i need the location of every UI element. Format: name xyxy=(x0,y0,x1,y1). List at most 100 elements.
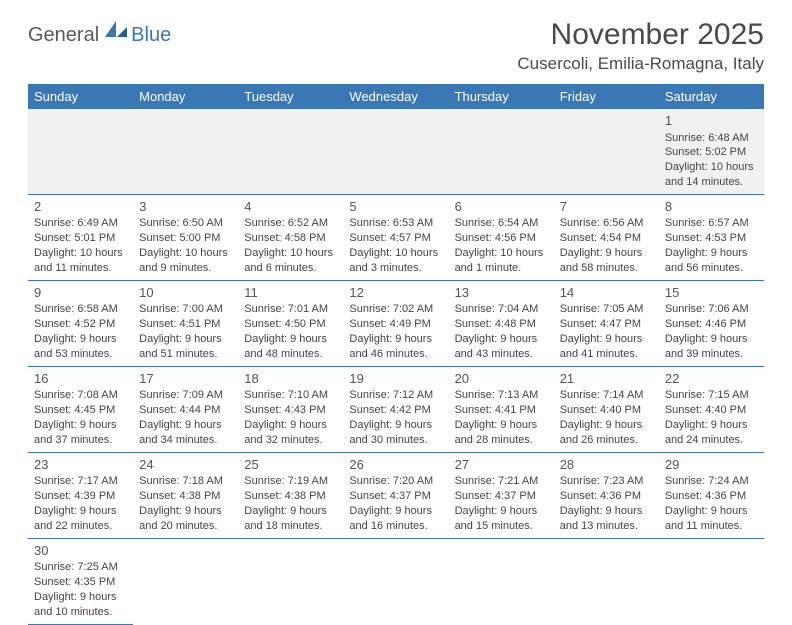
day-number: 24 xyxy=(139,456,232,474)
calendar-cell-empty xyxy=(449,109,554,194)
calendar-cell: 25Sunrise: 7:19 AMSunset: 4:38 PMDayligh… xyxy=(238,452,343,538)
day-number: 16 xyxy=(34,370,127,388)
calendar-cell: 9Sunrise: 6:58 AMSunset: 4:52 PMDaylight… xyxy=(28,280,133,366)
calendar-cell: 20Sunrise: 7:13 AMSunset: 4:41 PMDayligh… xyxy=(449,366,554,452)
day-number: 7 xyxy=(560,198,653,216)
sunset-text: Sunset: 4:45 PM xyxy=(34,403,127,418)
day-number: 9 xyxy=(34,284,127,302)
calendar-cell: 28Sunrise: 7:23 AMSunset: 4:36 PMDayligh… xyxy=(554,452,659,538)
daylight-text: Daylight: 9 hours and 26 minutes. xyxy=(560,418,653,448)
calendar-cell: 18Sunrise: 7:10 AMSunset: 4:43 PMDayligh… xyxy=(238,366,343,452)
daylight-text: Daylight: 9 hours and 13 minutes. xyxy=(560,504,653,534)
sunrise-text: Sunrise: 7:12 AM xyxy=(349,388,442,403)
day-number: 20 xyxy=(455,370,548,388)
logo-text-general: General xyxy=(28,24,99,47)
daylight-text: Daylight: 10 hours and 6 minutes. xyxy=(244,246,337,276)
sunset-text: Sunset: 4:47 PM xyxy=(560,317,653,332)
logo-sail-icon xyxy=(103,19,129,44)
day-number: 2 xyxy=(34,198,127,216)
sunrise-text: Sunrise: 7:21 AM xyxy=(455,474,548,489)
calendar-cell: 5Sunrise: 6:53 AMSunset: 4:57 PMDaylight… xyxy=(343,194,448,280)
calendar-cell: 12Sunrise: 7:02 AMSunset: 4:49 PMDayligh… xyxy=(343,280,448,366)
sunset-text: Sunset: 4:37 PM xyxy=(455,489,548,504)
day-number: 3 xyxy=(139,198,232,216)
sunrise-text: Sunrise: 6:48 AM xyxy=(665,131,758,146)
day-number: 14 xyxy=(560,284,653,302)
calendar-cell-empty xyxy=(343,538,448,624)
sunrise-text: Sunrise: 7:05 AM xyxy=(560,302,653,317)
daylight-text: Daylight: 10 hours and 3 minutes. xyxy=(349,246,442,276)
day-number: 6 xyxy=(455,198,548,216)
daylight-text: Daylight: 9 hours and 24 minutes. xyxy=(665,418,758,448)
calendar-body: 1Sunrise: 6:48 AMSunset: 5:02 PMDaylight… xyxy=(28,109,764,624)
sunset-text: Sunset: 4:49 PM xyxy=(349,317,442,332)
daylight-text: Daylight: 10 hours and 1 minute. xyxy=(455,246,548,276)
daylight-text: Daylight: 9 hours and 43 minutes. xyxy=(455,332,548,362)
day-header: Thursday xyxy=(449,84,554,109)
sunrise-text: Sunrise: 7:09 AM xyxy=(139,388,232,403)
calendar-cell-empty xyxy=(554,109,659,194)
day-number: 27 xyxy=(455,456,548,474)
day-number: 28 xyxy=(560,456,653,474)
calendar-cell: 27Sunrise: 7:21 AMSunset: 4:37 PMDayligh… xyxy=(449,452,554,538)
sunset-text: Sunset: 4:46 PM xyxy=(665,317,758,332)
calendar-cell-empty xyxy=(659,538,764,624)
sunset-text: Sunset: 4:35 PM xyxy=(34,575,127,590)
daylight-text: Daylight: 9 hours and 18 minutes. xyxy=(244,504,337,534)
calendar-cell: 14Sunrise: 7:05 AMSunset: 4:47 PMDayligh… xyxy=(554,280,659,366)
sunset-text: Sunset: 4:48 PM xyxy=(455,317,548,332)
daylight-text: Daylight: 9 hours and 51 minutes. xyxy=(139,332,232,362)
calendar-week: 23Sunrise: 7:17 AMSunset: 4:39 PMDayligh… xyxy=(28,452,764,538)
calendar-cell: 4Sunrise: 6:52 AMSunset: 4:58 PMDaylight… xyxy=(238,194,343,280)
calendar-cell-empty xyxy=(343,109,448,194)
sunrise-text: Sunrise: 7:20 AM xyxy=(349,474,442,489)
day-number: 10 xyxy=(139,284,232,302)
daylight-text: Daylight: 9 hours and 11 minutes. xyxy=(665,504,758,534)
day-number: 4 xyxy=(244,198,337,216)
calendar-cell: 6Sunrise: 6:54 AMSunset: 4:56 PMDaylight… xyxy=(449,194,554,280)
calendar-week: 16Sunrise: 7:08 AMSunset: 4:45 PM Dayligh… xyxy=(28,366,764,452)
sunrise-text: Sunrise: 7:24 AM xyxy=(665,474,758,489)
calendar-week: 9Sunrise: 6:58 AMSunset: 4:52 PMDaylight… xyxy=(28,280,764,366)
day-number: 19 xyxy=(349,370,442,388)
calendar-cell: 30Sunrise: 7:25 AMSunset: 4:35 PMDayligh… xyxy=(28,538,133,624)
sunset-text: Sunset: 4:52 PM xyxy=(34,317,127,332)
daylight-text: Daylight: 9 hours and 16 minutes. xyxy=(349,504,442,534)
sunrise-text: Sunrise: 6:53 AM xyxy=(349,216,442,231)
daylight-text: Daylight: 9 hours and 32 minutes. xyxy=(244,418,337,448)
calendar-cell-empty xyxy=(238,538,343,624)
sunset-text: Sunset: 4:41 PM xyxy=(455,403,548,418)
sunrise-text: Sunrise: 7:14 AM xyxy=(560,388,653,403)
sunrise-text: Sunrise: 6:52 AM xyxy=(244,216,337,231)
calendar-cell: 7Sunrise: 6:56 AMSunset: 4:54 PMDaylight… xyxy=(554,194,659,280)
calendar-cell: 24Sunrise: 7:18 AMSunset: 4:38 PMDayligh… xyxy=(133,452,238,538)
sunrise-text: Sunrise: 7:23 AM xyxy=(560,474,653,489)
day-number: 23 xyxy=(34,456,127,474)
sunset-text: Sunset: 4:53 PM xyxy=(665,231,758,246)
calendar-week: 2Sunrise: 6:49 AMSunset: 5:01 PMDaylight… xyxy=(28,194,764,280)
calendar-cell: 16Sunrise: 7:08 AMSunset: 4:45 PMDayligh… xyxy=(28,366,133,452)
sunrise-text: Sunrise: 6:56 AM xyxy=(560,216,653,231)
calendar-cell: 21Sunrise: 7:14 AMSunset: 4:40 PMDayligh… xyxy=(554,366,659,452)
sunrise-text: Sunrise: 7:00 AM xyxy=(139,302,232,317)
header: General Blue November 2025 Cusercoli, Em… xyxy=(28,18,764,74)
calendar-week: 30Sunrise: 7:25 AMSunset: 4:35 PMDayligh… xyxy=(28,538,764,624)
calendar-cell-empty xyxy=(133,538,238,624)
day-number: 13 xyxy=(455,284,548,302)
day-number: 21 xyxy=(560,370,653,388)
logo: General Blue xyxy=(28,24,171,47)
day-number: 29 xyxy=(665,456,758,474)
calendar-cell: 22Sunrise: 7:15 AMSunset: 4:40 PMDayligh… xyxy=(659,366,764,452)
sunrise-text: Sunrise: 7:15 AM xyxy=(665,388,758,403)
day-header: Saturday xyxy=(659,84,764,109)
sunrise-text: Sunrise: 7:13 AM xyxy=(455,388,548,403)
day-number: 5 xyxy=(349,198,442,216)
sunset-text: Sunset: 4:40 PM xyxy=(560,403,653,418)
calendar-cell-empty xyxy=(449,538,554,624)
calendar-cell: 10Sunrise: 7:00 AMSunset: 4:51 PMDayligh… xyxy=(133,280,238,366)
sunrise-text: Sunrise: 6:49 AM xyxy=(34,216,127,231)
sunset-text: Sunset: 4:43 PM xyxy=(244,403,337,418)
day-header: Monday xyxy=(133,84,238,109)
day-number: 30 xyxy=(34,542,127,560)
sunrise-text: Sunrise: 7:08 AM xyxy=(34,388,127,403)
